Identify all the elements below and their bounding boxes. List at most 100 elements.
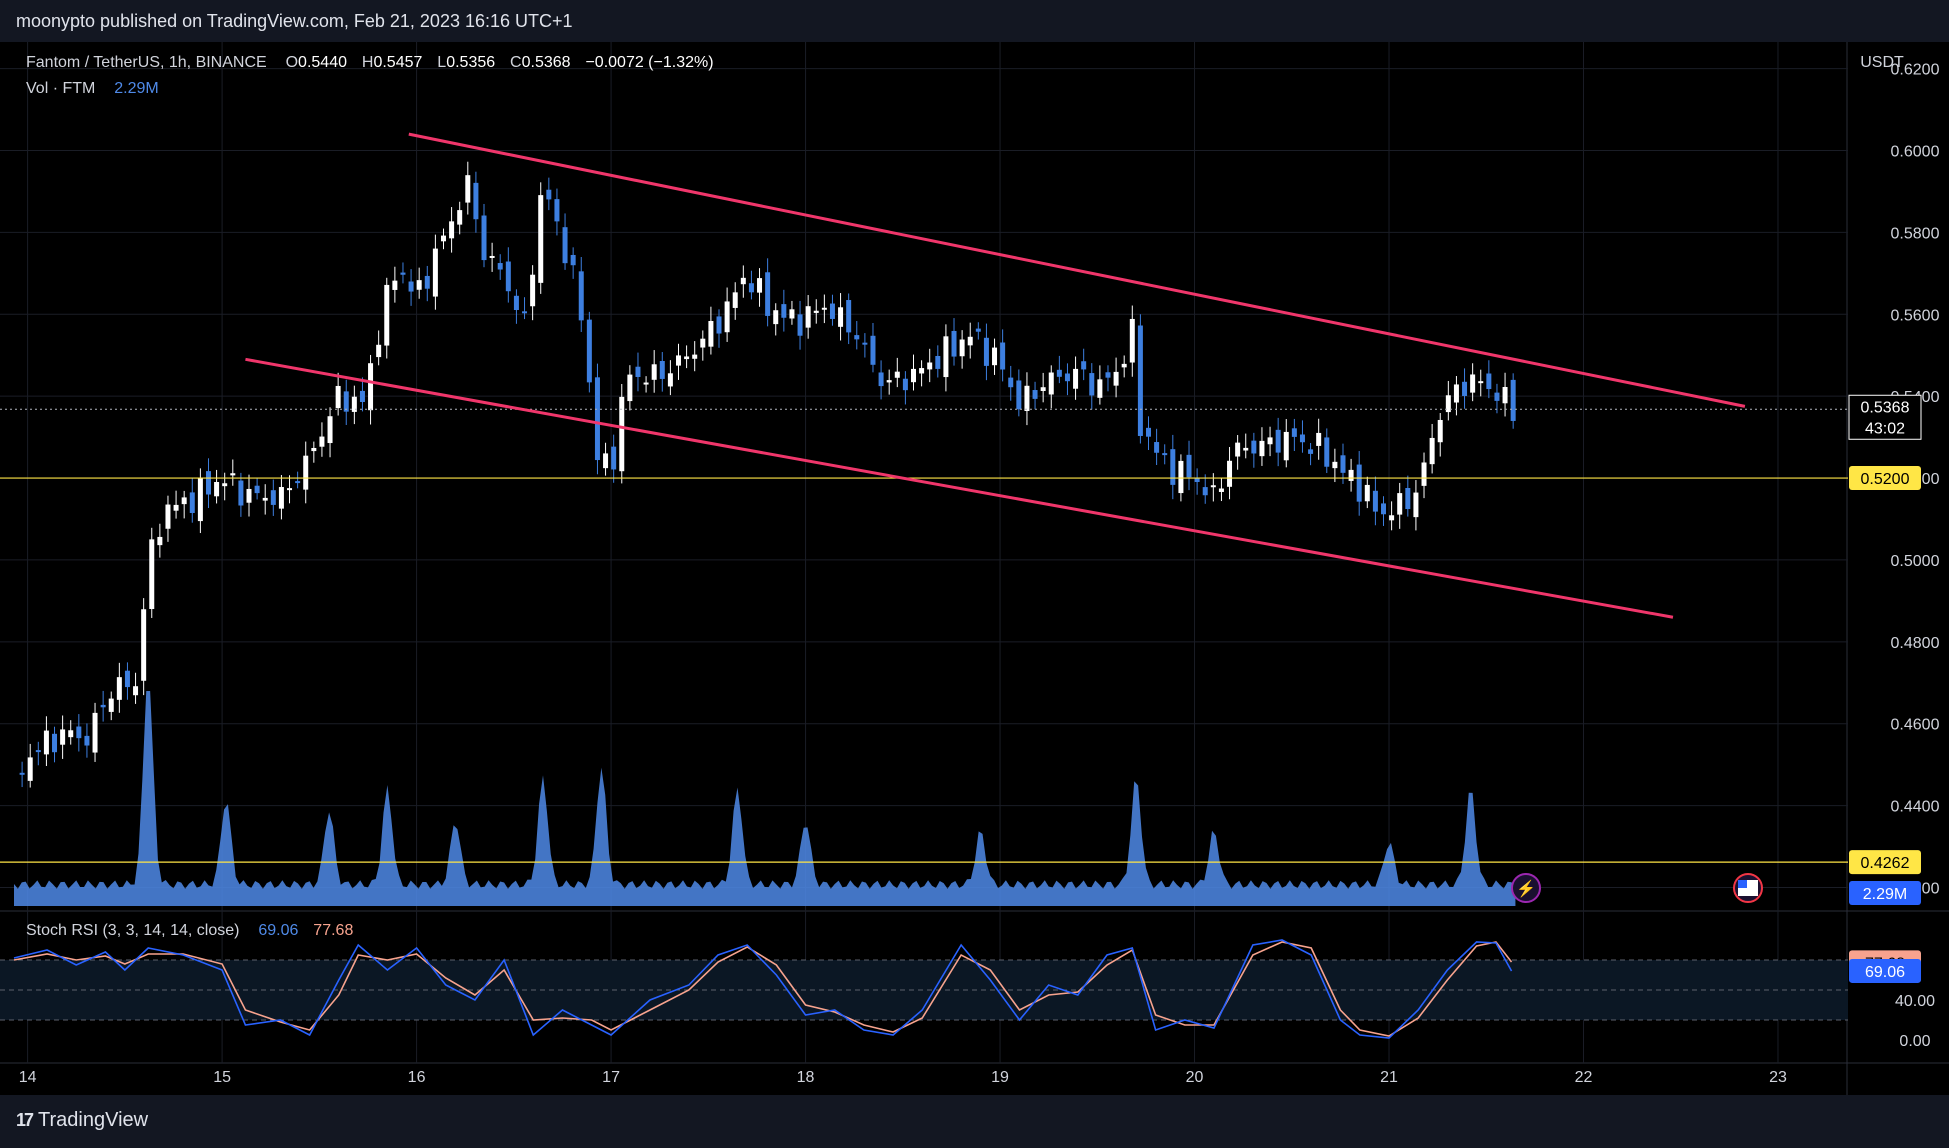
candle-body — [797, 314, 803, 336]
candle-body — [603, 453, 609, 469]
candle-body — [740, 277, 746, 285]
candle-body — [1324, 437, 1330, 467]
stoch-rsi-label[interactable]: Stoch RSI (3, 3, 14, 14, close) — [26, 922, 240, 939]
candle-body — [1032, 390, 1038, 399]
stoch-k-tag — [1849, 958, 1921, 983]
candle-body — [254, 485, 260, 494]
candle-body — [19, 772, 25, 775]
candle-body — [530, 274, 536, 307]
candle-body — [765, 272, 771, 316]
candle-body — [457, 210, 463, 225]
candle-body — [27, 757, 33, 781]
candle-body — [594, 377, 600, 461]
candle-body — [538, 195, 544, 283]
candle-body — [214, 482, 220, 497]
candle-body — [68, 730, 74, 738]
candle-body — [627, 374, 633, 402]
candle-body — [773, 310, 779, 325]
candle-body — [992, 347, 998, 366]
candle-body — [643, 382, 649, 385]
candle-body — [497, 263, 503, 270]
candle-body — [562, 227, 568, 264]
ohlc-legend: Fantom / TetherUS, 1h, BINANCE O0.5440 H… — [26, 54, 714, 72]
candle-body — [351, 396, 357, 412]
candle-body — [700, 338, 706, 348]
stoch-rsi-legend: Stoch RSI (3, 3, 14, 14, close) 69.06 77… — [26, 922, 353, 940]
candle-body — [1089, 373, 1095, 396]
volume-legend: Vol · FTM 2.29M — [26, 80, 159, 98]
candle-body — [432, 248, 438, 297]
low-value: 0.5356 — [446, 54, 496, 71]
candle-body — [262, 497, 268, 501]
candle-body — [1259, 440, 1265, 457]
x-tick-label: 23 — [1769, 1069, 1787, 1086]
candle-body — [481, 215, 487, 261]
candle-body — [708, 321, 714, 347]
candle-body — [1210, 485, 1216, 488]
candle-body — [270, 490, 276, 505]
rsi-tick-label: 40.00 — [1895, 993, 1935, 1010]
x-tick-label: 21 — [1380, 1069, 1398, 1086]
candle-body — [846, 300, 852, 333]
candle-body — [465, 175, 471, 203]
candle-body — [141, 609, 147, 681]
candle-body — [1291, 428, 1297, 437]
stoch-k-tag-label: 69.06 — [1865, 964, 1905, 981]
x-tick-label: 17 — [602, 1069, 620, 1086]
candle-body — [667, 373, 673, 387]
candle-body — [1437, 419, 1443, 443]
candle-body — [1227, 460, 1233, 487]
currency-label: USDT — [1860, 54, 1904, 71]
candle-body — [189, 492, 195, 513]
change-value: −0.0072 (−1.32%) — [585, 54, 714, 71]
candle-body — [52, 733, 58, 753]
candle-body — [1073, 368, 1079, 389]
candle-body — [959, 339, 965, 357]
candle-body — [1381, 503, 1387, 515]
candle-body — [781, 304, 787, 318]
candle-body — [327, 416, 333, 444]
candle-body — [335, 385, 341, 409]
candle-body — [570, 254, 576, 266]
candle-body — [724, 301, 730, 333]
candle-body — [1218, 488, 1224, 492]
candle-body — [951, 330, 957, 357]
candle-body — [319, 436, 325, 447]
candle-body — [303, 455, 309, 490]
candle-body — [546, 189, 552, 200]
candle-body — [943, 336, 949, 378]
candle-body — [1340, 455, 1346, 473]
candle-body — [43, 730, 49, 755]
candle-body — [910, 368, 916, 383]
candle-body — [505, 261, 511, 292]
trendline[interactable] — [408, 132, 1746, 408]
symbol-label[interactable]: Fantom / TetherUS, 1h, BINANCE — [26, 54, 267, 71]
candle-body — [1429, 437, 1435, 465]
last-price-label: 0.5368 — [1861, 399, 1910, 416]
candle-body — [295, 481, 301, 484]
candle-body — [408, 281, 414, 292]
price-level-tag — [1849, 466, 1921, 491]
candle-body — [1445, 395, 1451, 413]
last-price-tag — [1848, 394, 1922, 440]
candle-body — [1251, 440, 1257, 454]
trendline[interactable] — [245, 357, 1674, 619]
volume-label[interactable]: Vol · FTM — [26, 80, 96, 97]
chart-svg[interactable]: 14 15 16 17 18 19 20 21 22 23 0.6200 0.6000 0.5800 0.… — [0, 42, 1949, 1095]
candle-body — [586, 319, 592, 383]
tradingview-logo[interactable]: 17 TradingView — [16, 1109, 148, 1132]
candle-body — [449, 221, 455, 239]
x-tick-label: 14 — [19, 1069, 37, 1086]
y-tick-label: 0.4800 — [1891, 635, 1940, 652]
candle-body — [1397, 493, 1403, 515]
us-flag-canton-icon — [1738, 880, 1747, 888]
candle-body — [1040, 387, 1046, 391]
candle-body — [424, 275, 430, 289]
candle-body — [829, 303, 835, 319]
candle-body — [1121, 363, 1127, 368]
lightning-event-icon[interactable] — [1511, 873, 1541, 903]
candle-body — [1299, 434, 1305, 443]
x-tick-label: 19 — [991, 1069, 1009, 1086]
candle-body — [1235, 442, 1241, 457]
candle-body — [1275, 429, 1281, 453]
